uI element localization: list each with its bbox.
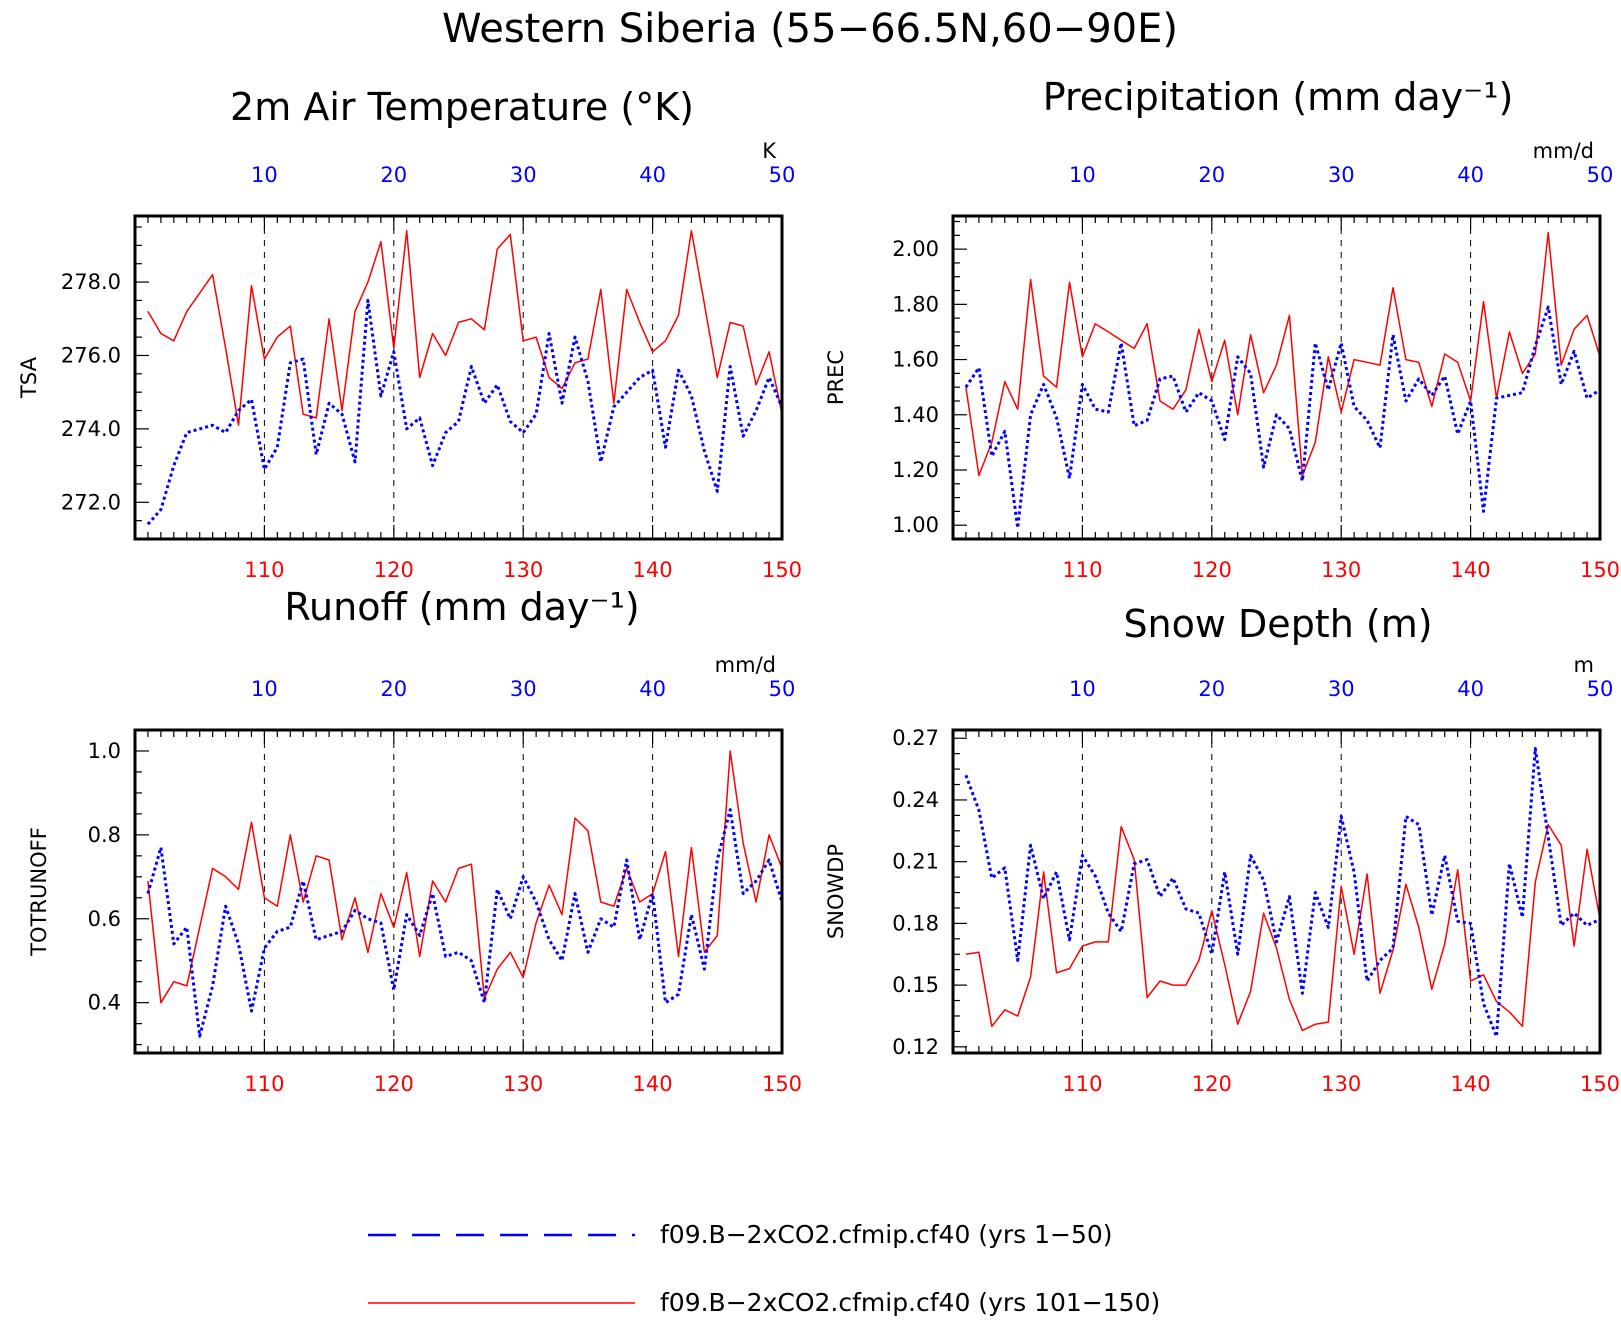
legend: f09.B−2xCO2.cfmip.cf40 (yrs 1−50) f09.B−… [368,1220,1160,1317]
series-line-blue [146,298,784,526]
x-bottom-tick-label: 150 [762,558,802,582]
x-bottom-tick-label: 130 [1321,558,1361,582]
x-bottom-tick-label: 110 [1062,1072,1102,1096]
y-tick-label: 2.00 [892,237,939,261]
units-label: m [1574,653,1594,677]
y-tick-label: 1.60 [892,348,939,372]
y-axis-label: TOTRUNOFF [27,827,51,957]
x-top-tick-label: 20 [380,677,407,701]
x-bottom-tick-label: 140 [633,1072,673,1096]
plot-frame [133,728,784,1055]
chart-panel-3: Snow Depth (m) 0.12 0.15 0.18 0.21 0.24 0.27 11… [824,602,1620,1096]
x-bottom-tick-label: 150 [1580,1072,1620,1096]
x-top-tick-label: 50 [769,677,796,701]
x-bottom-tick-label: 150 [762,1072,802,1096]
y-tick-label: 274.0 [61,417,121,441]
panel-title: 2m Air Temperature (°K) [230,85,694,129]
x-bottom-tick-label: 110 [244,558,284,582]
series-line-blue [964,305,1601,530]
y-tick-label: 0.6 [88,907,121,931]
y-tick-label: 278.0 [61,270,121,294]
y-tick-label: 272.0 [61,490,121,514]
y-tick-label: 0.24 [892,788,939,812]
series-line-red [965,231,1601,477]
x-bottom-tick-label: 150 [1580,558,1620,582]
x-top-tick-label: 30 [1328,163,1355,187]
x-bottom-tick-label: 130 [503,1072,543,1096]
x-bottom-tick-label: 130 [1321,1072,1361,1096]
x-top-tick-label: 40 [1457,677,1484,701]
figure-title: Western Siberia (55−66.5N,60−90E) [442,6,1178,52]
y-tick-label: 1.20 [892,458,939,482]
panel-title: Runoff (mm day⁻¹) [284,585,639,629]
y-tick-label: 276.0 [61,343,121,367]
x-top-tick-label: 10 [1069,677,1096,701]
x-bottom-tick-label: 140 [633,558,673,582]
x-top-tick-label: 10 [251,677,278,701]
series-line-blue [146,808,784,1038]
y-tick-label: 0.18 [892,911,939,935]
x-bottom-tick-label: 120 [1192,558,1232,582]
panels-group: 2m Air Temperature (°K) 272.0 274.0 276.0 27… [17,75,1620,1096]
x-top-tick-label: 30 [510,163,537,187]
x-top-tick-label: 30 [1328,677,1355,701]
series-line-blue [964,747,1601,1038]
y-tick-label: 1.40 [892,403,939,427]
x-bottom-tick-label: 120 [374,558,414,582]
x-top-tick-label: 10 [1069,163,1096,187]
chart-panel-0: 2m Air Temperature (°K) 272.0 274.0 276.0 27… [17,85,802,582]
x-top-tick-label: 30 [510,677,537,701]
panel-title: Snow Depth (m) [1123,602,1432,646]
y-axis-label: SNOWDP [824,844,848,939]
x-top-tick-label: 40 [639,677,666,701]
x-bottom-tick-label: 120 [374,1072,414,1096]
chart-panel-1: Precipitation (mm day⁻¹) 1.00 1.20 1.40 1.60… [824,75,1620,582]
units-label: K [762,139,777,163]
x-top-tick-label: 50 [769,163,796,187]
x-bottom-tick-label: 140 [1451,558,1491,582]
x-top-tick-label: 50 [1587,163,1614,187]
y-tick-label: 0.8 [88,823,121,847]
legend-label-blue: f09.B−2xCO2.cfmip.cf40 (yrs 1−50) [660,1220,1113,1249]
y-tick-label: 1.0 [88,739,121,763]
panel-title: Precipitation (mm day⁻¹) [1043,75,1514,119]
x-top-tick-label: 50 [1587,677,1614,701]
series-line-red [147,229,783,426]
y-tick-label: 0.21 [892,850,939,874]
x-bottom-tick-label: 120 [1192,1072,1232,1096]
x-top-tick-label: 20 [1198,163,1225,187]
y-axis-label: TSA [17,356,41,399]
x-top-tick-label: 20 [1198,677,1225,701]
x-bottom-tick-label: 130 [503,558,543,582]
x-top-tick-label: 40 [1457,163,1484,187]
plot-frame [133,214,784,541]
y-tick-label: 0.15 [892,973,939,997]
plot-frame [951,728,1602,1055]
y-tick-label: 1.00 [892,513,939,537]
legend-label-red: f09.B−2xCO2.cfmip.cf40 (yrs 101−150) [660,1288,1160,1317]
y-axis-label: PREC [824,350,848,405]
y-tick-label: 0.12 [892,1035,939,1059]
x-bottom-tick-label: 110 [1062,558,1102,582]
units-label: mm/d [1533,139,1594,163]
plot-frame [951,214,1602,541]
x-bottom-tick-label: 140 [1451,1072,1491,1096]
chart-panel-2: Runoff (mm day⁻¹) 0.4 0.6 0.8 1.0 110 120 130 14… [27,585,802,1096]
series-line-red [965,823,1601,1032]
x-top-tick-label: 10 [251,163,278,187]
y-tick-label: 0.4 [88,991,121,1015]
y-tick-label: 1.80 [892,292,939,316]
x-bottom-tick-label: 110 [244,1072,284,1096]
series-line-red [147,750,783,1004]
y-tick-label: 0.27 [892,726,939,750]
units-label: mm/d [715,653,776,677]
x-top-tick-label: 40 [639,163,666,187]
x-top-tick-label: 20 [380,163,407,187]
